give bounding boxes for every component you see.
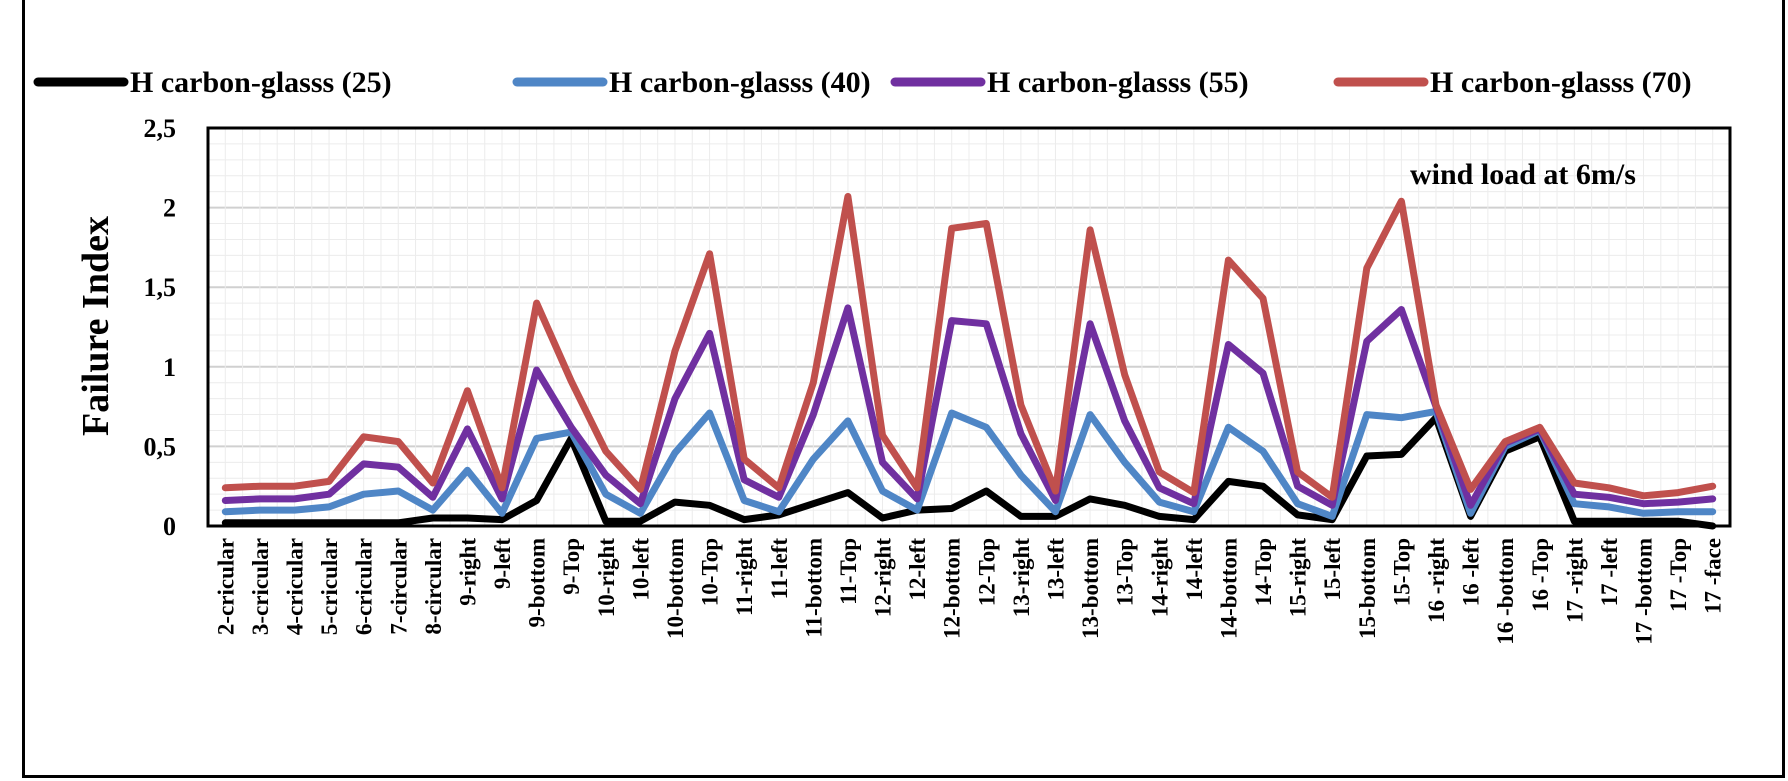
x-tick-label: 13-right (1009, 538, 1034, 618)
y-axis-ticks: 0 0,5 1 1,5 2 2,5 (144, 114, 177, 541)
series-line-4 (221, 193, 1717, 501)
x-tick-label: 9-left (490, 538, 515, 589)
x-tick-label: 15-Top (1389, 538, 1414, 606)
series-line-3 (221, 304, 1717, 509)
y-tick-label: 1,5 (144, 273, 177, 302)
x-tick-label: 10-Top (698, 538, 723, 606)
chart-annotation: wind load at 6m/s (1410, 158, 1636, 191)
x-tick-label: 17 -Top (1666, 538, 1691, 612)
legend-label-2: H carbon-glasss (40) (609, 66, 871, 99)
x-tick-label: 16 -bottom (1493, 538, 1518, 645)
x-tick-label: 17 -left (1597, 538, 1622, 607)
x-tick-label: 10-left (628, 538, 653, 601)
series-lines (221, 193, 1717, 530)
plot-area (206, 126, 1732, 528)
grid (207, 127, 1731, 527)
x-tick-label: 10-bottom (663, 538, 688, 639)
x-tick-label: 3-cricular (248, 538, 273, 635)
x-tick-label: 11-Top (836, 538, 861, 605)
x-tick-label: 13-Top (1113, 538, 1138, 606)
x-tick-label: 8-circular (421, 538, 446, 635)
x-tick-label: 9-right (455, 538, 480, 606)
x-tick-label: 6-cricular (352, 538, 377, 635)
x-tick-label: 7-circular (386, 538, 411, 635)
legend-label-1: H carbon-glasss (25) (130, 66, 392, 99)
figure-frame (22, 0, 1785, 778)
y-tick-label: 0,5 (144, 432, 177, 461)
legend-label-3: H carbon-glasss (55) (987, 66, 1249, 99)
y-tick-label: 1 (163, 353, 176, 382)
x-tick-label: 2-cricular (213, 538, 238, 635)
y-tick-label: 0 (163, 512, 176, 541)
x-tick-label: 17 -bottom (1632, 538, 1657, 645)
legend-label-4: H carbon-glasss (70) (1430, 66, 1692, 99)
x-tick-label: 17 -right (1562, 538, 1587, 623)
legend: H carbon-glasss (25) H carbon-glasss (40)… (33, 66, 1692, 99)
x-tick-label: 9-bottom (525, 538, 550, 627)
x-tick-label: 9-Top (559, 538, 584, 595)
x-tick-label: 5-cricular (317, 538, 342, 635)
x-tick-label: 11-bottom (801, 538, 826, 638)
x-tick-label: 10-right (594, 538, 619, 618)
x-tick-label: 15-right (1286, 538, 1311, 618)
x-tick-label: 15-left (1320, 538, 1345, 601)
x-tick-label: 17 -face (1701, 538, 1726, 614)
x-axis-ticks: 2-cricular 3-cricular 4-cricular 5-cricular… (213, 538, 1725, 645)
x-tick-label: 15-bottom (1355, 538, 1380, 639)
x-tick-label: 4-cricular (282, 538, 307, 635)
y-tick-label: 2 (163, 194, 176, 223)
y-axis-title: Failure Index (75, 216, 117, 436)
x-tick-label: 11-right (732, 538, 757, 616)
x-tick-label: 12-right (871, 538, 896, 618)
x-tick-label: 12-left (905, 538, 930, 601)
y-tick-label: 2,5 (144, 114, 177, 143)
x-tick-label: 13-bottom (1078, 538, 1103, 639)
x-tick-label: 11-left (767, 538, 792, 600)
x-tick-label: 16 -Top (1528, 538, 1553, 612)
x-tick-label: 16 -right (1424, 538, 1449, 623)
x-tick-label: 13-left (1043, 538, 1068, 601)
x-tick-label: 14-left (1182, 538, 1207, 601)
x-tick-label: 12-bottom (940, 538, 965, 639)
x-tick-label: 14-bottom (1216, 538, 1241, 639)
x-tick-label: 16 -left (1459, 538, 1484, 607)
x-tick-label: 14-Top (1251, 538, 1276, 606)
x-tick-label: 14-right (1147, 538, 1172, 618)
x-tick-label: 12-Top (974, 538, 999, 606)
